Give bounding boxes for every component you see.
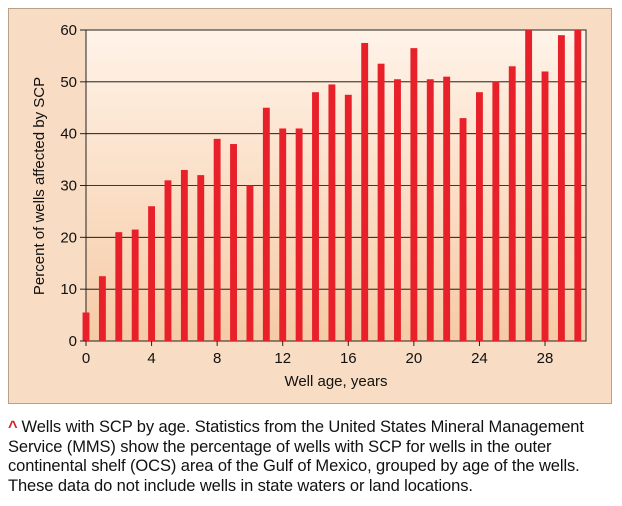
- y-tick-label-40: 40: [60, 126, 77, 143]
- figure-caption: ^ Wells with SCP by age. Statistics from …: [8, 418, 614, 496]
- bars: [82, 30, 582, 342]
- bar-age-26: [508, 66, 516, 342]
- x-axis-label: Well age, years: [284, 373, 387, 390]
- bar-age-9: [230, 144, 237, 341]
- bar-age-2: [115, 232, 123, 341]
- bar-age-19: [394, 79, 401, 341]
- bar-age-0: [82, 312, 90, 341]
- y-tick-label-0: 0: [69, 333, 77, 350]
- bar-age-30: [574, 30, 582, 341]
- bar-age-10: [246, 185, 254, 341]
- caption-text: Wells with SCP by age. Statistics from t…: [8, 418, 584, 495]
- x-tick-label-20: 20: [406, 350, 423, 367]
- y-tick-label-30: 30: [60, 178, 77, 195]
- bar-age-29: [557, 35, 565, 341]
- bar-age-28: [541, 71, 549, 341]
- bar-age-25: [492, 81, 500, 341]
- bar-age-17: [361, 42, 369, 341]
- bar-age-21: [426, 79, 434, 341]
- axes: 0 10 20 30 40 50 60 0 4 8 12 16 20 24 28: [60, 22, 553, 367]
- y-tick-label-50: 50: [60, 74, 77, 91]
- bar-age-1: [98, 276, 106, 341]
- bar-age-5: [164, 180, 172, 341]
- caption-marker-icon: ^: [8, 418, 18, 436]
- bar-age-22: [443, 76, 451, 342]
- bar-age-11: [262, 107, 270, 341]
- x-tick-label-28: 28: [537, 350, 554, 367]
- bar-age-14: [312, 92, 319, 341]
- y-axis-label: Percent of wells affected by SCP: [31, 77, 48, 295]
- bar-age-12: [279, 128, 287, 341]
- bar-age-27: [525, 30, 533, 341]
- x-tick-label-0: 0: [82, 350, 90, 367]
- bar-age-13: [295, 128, 303, 341]
- x-tick-label-24: 24: [471, 350, 488, 367]
- x-tick-label-8: 8: [213, 350, 221, 367]
- bar-age-6: [180, 169, 188, 341]
- bar-chart: 0 10 20 30 40 50 60 0 4 8 12 16 20 24 28 Well age, yea…: [31, 22, 587, 390]
- y-tick-label-20: 20: [60, 229, 77, 246]
- bar-age-24: [476, 92, 483, 341]
- x-tick-label-16: 16: [340, 350, 357, 367]
- bar-age-18: [377, 63, 385, 342]
- bar-age-20: [410, 48, 418, 342]
- bar-age-15: [328, 84, 336, 342]
- y-tick-label-60: 60: [60, 22, 77, 39]
- x-tick-label-4: 4: [147, 350, 155, 367]
- bar-age-16: [344, 94, 352, 342]
- bar-age-3: [131, 229, 139, 341]
- bar-age-8: [213, 138, 221, 341]
- bar-age-7: [197, 175, 205, 341]
- bar-age-23: [459, 118, 467, 341]
- bar-age-4: [148, 206, 156, 341]
- y-tick-label-10: 10: [60, 281, 77, 298]
- x-tick-label-12: 12: [274, 350, 291, 367]
